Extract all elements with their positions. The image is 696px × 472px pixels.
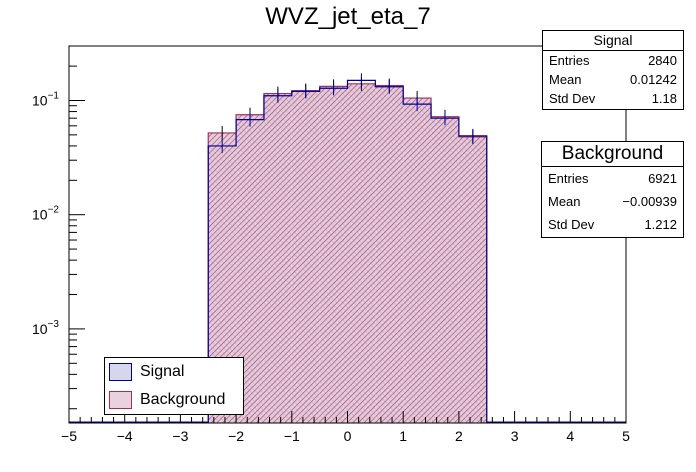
- y-tick-label: 10−1: [32, 90, 59, 108]
- signal-stats-title: Signal: [543, 31, 683, 51]
- signal-entries-label: Entries: [549, 53, 590, 68]
- background-entries-value: 6921: [648, 171, 677, 186]
- signal-bar: [458, 135, 487, 423]
- background-mean-value: −0.00939: [622, 194, 677, 209]
- signal-mean-value: 0.01242: [630, 72, 677, 87]
- x-tick-label: −1: [284, 428, 300, 444]
- background-std-row: Std Dev 1.212: [542, 213, 683, 236]
- x-tick-label: −4: [117, 428, 133, 444]
- signal-bar: [291, 91, 320, 423]
- x-tick-label: 1: [399, 428, 407, 444]
- background-mean-label: Mean: [548, 194, 581, 209]
- background-stats-box: Background Entries 6921 Mean −0.00939 St…: [541, 141, 684, 238]
- x-tick-label: 4: [566, 428, 574, 444]
- legend-item-signal: Signal: [105, 358, 243, 386]
- signal-bar: [403, 104, 432, 424]
- x-tick-label: 0: [344, 428, 352, 444]
- y-tick-label: 10−2: [32, 205, 59, 223]
- signal-entries-value: 2840: [648, 53, 677, 68]
- background-stats-title: Background: [542, 142, 683, 167]
- x-tick-label: −5: [61, 428, 77, 444]
- signal-bar: [263, 95, 292, 423]
- background-entries-label: Entries: [548, 171, 589, 186]
- signal-bar: [431, 118, 459, 423]
- signal-std-label: Std Dev: [549, 91, 596, 106]
- chart-title: WVZ_jet_eta_7: [265, 3, 430, 30]
- y-tick-label: 10−3: [32, 319, 59, 337]
- x-tick-label: 5: [622, 428, 630, 444]
- background-mean-row: Mean −0.00939: [542, 190, 683, 213]
- signal-mean-row: Mean 0.01242: [543, 70, 683, 89]
- background-entries-row: Entries 6921: [542, 167, 683, 190]
- signal-stats-box: Signal Entries 2840 Mean 0.01242 Std Dev…: [542, 30, 684, 110]
- legend-label-background: Background: [140, 391, 226, 408]
- background-std-value: 1.212: [644, 217, 677, 232]
- legend-swatch-signal: [109, 363, 132, 381]
- signal-std-row: Std Dev 1.18: [543, 89, 683, 108]
- x-tick-label: −2: [228, 428, 244, 444]
- signal-mean-label: Mean: [549, 72, 582, 87]
- signal-bar: [319, 88, 348, 424]
- x-tick-label: 3: [511, 428, 519, 444]
- legend-label-signal: Signal: [140, 363, 185, 380]
- signal-entries-row: Entries 2840: [543, 51, 683, 70]
- signal-std-value: 1.18: [651, 91, 677, 106]
- x-tick-label: −3: [172, 428, 188, 444]
- background-std-label: Std Dev: [548, 217, 595, 232]
- legend-item-background: Background: [105, 386, 243, 414]
- signal-bar: [375, 86, 404, 423]
- legend-swatch-background: [109, 391, 132, 409]
- legend: Signal Background: [104, 357, 244, 415]
- signal-bar: [347, 80, 376, 423]
- x-tick-label: 2: [455, 428, 463, 444]
